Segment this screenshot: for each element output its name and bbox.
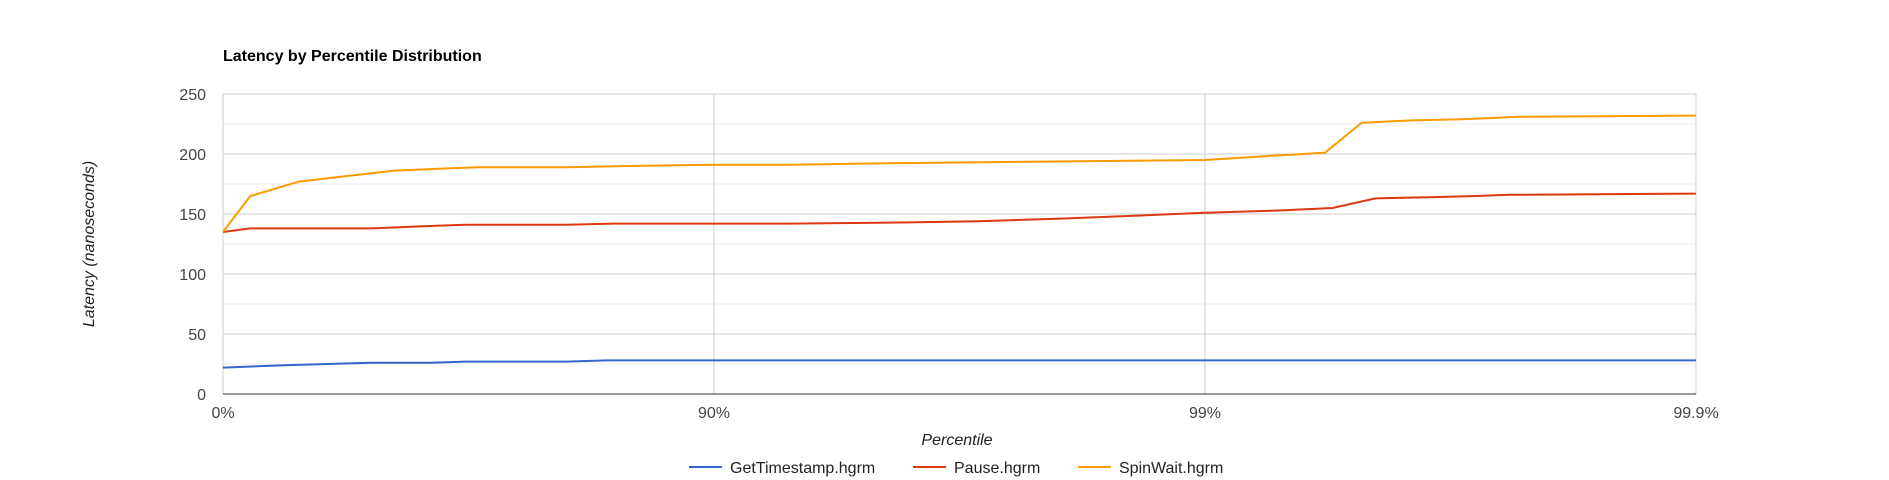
series-line-3 [222,114,1697,233]
legend-label: GetTimestamp.hgrm [730,460,875,477]
axes: 0 50 100 150 200 250 0% 90% 99% 99.9% [179,87,1718,422]
legend-label: Pause.hgrm [954,460,1040,477]
y-tick-label: 50 [188,327,206,344]
x-tick-label: 99.9% [1673,405,1718,422]
legend-label: SpinWait.hgrm [1119,460,1223,477]
x-tick-label: 99% [1189,405,1221,422]
y-tick-label: 150 [179,207,206,224]
series-line-2 [222,192,1697,233]
y-tick-label: 100 [179,267,206,284]
legend: GetTimestamp.hgrm Pause.hgrm SpinWait.hgrm [689,460,1223,477]
x-axis-title: Percentile [921,432,992,449]
y-axis-title: Latency (nanoseconds) [81,161,98,327]
x-tick-label: 0% [211,405,234,422]
y-tick-label: 200 [179,147,206,164]
series-line-1 [222,359,1696,369]
y-tick-label: 0 [197,387,206,404]
grid [222,93,1697,394]
series-group [222,114,1697,369]
chart-title: Latency by Percentile Distribution [223,48,482,65]
y-tick-label: 250 [179,87,206,104]
x-tick-label: 90% [698,405,730,422]
